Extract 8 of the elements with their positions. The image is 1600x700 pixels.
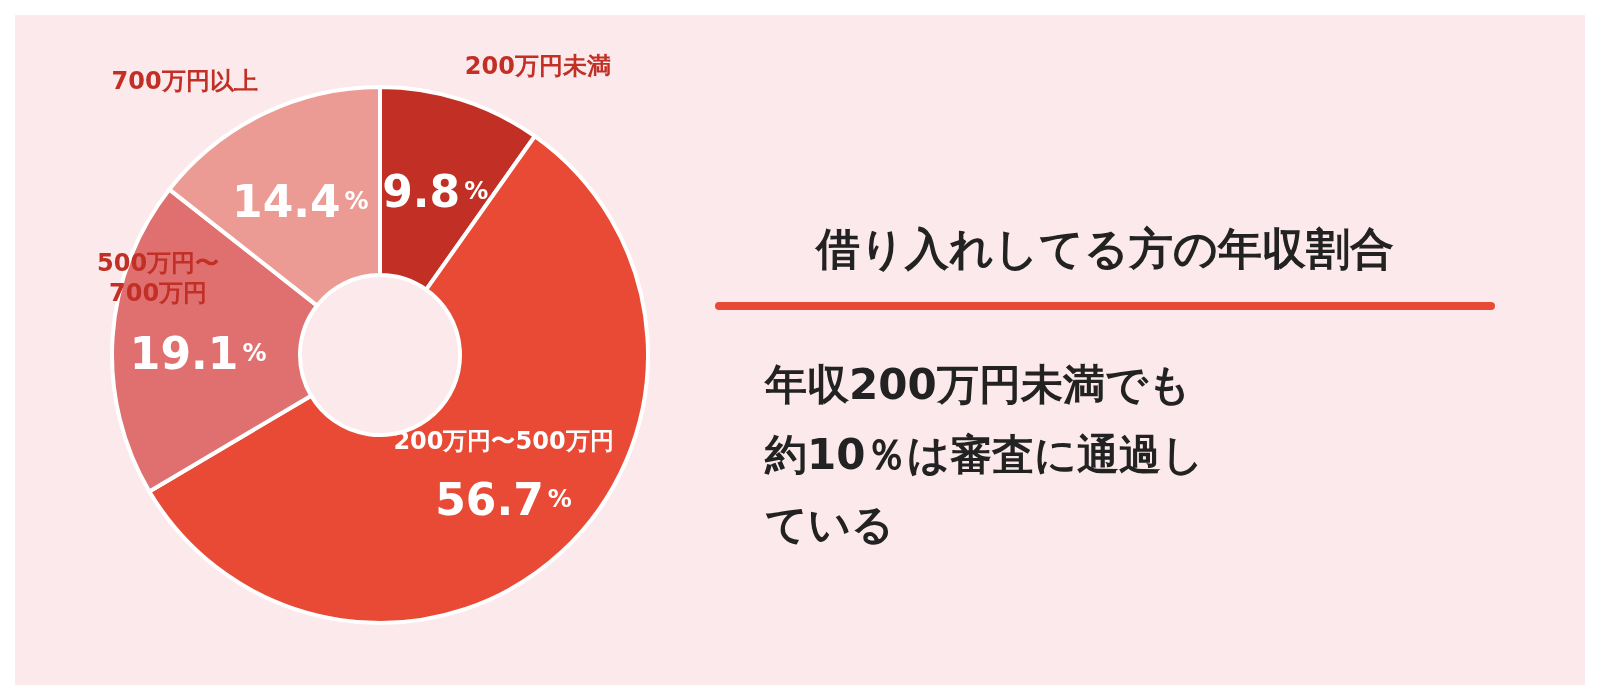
data-label: 56.7% [435, 473, 572, 525]
data-label: 14.4% [232, 175, 369, 227]
text: 借り入れしてる方の年収割合 [814, 222, 1395, 276]
data-label: 9.8% [382, 165, 489, 217]
data-label: 19.1% [129, 327, 267, 379]
slice-label: 200万円未満 [464, 52, 611, 81]
text: 年収200万円未満でも約10％は審査に通過している [765, 359, 1206, 551]
slice-label: 700万円以上 [111, 67, 258, 96]
